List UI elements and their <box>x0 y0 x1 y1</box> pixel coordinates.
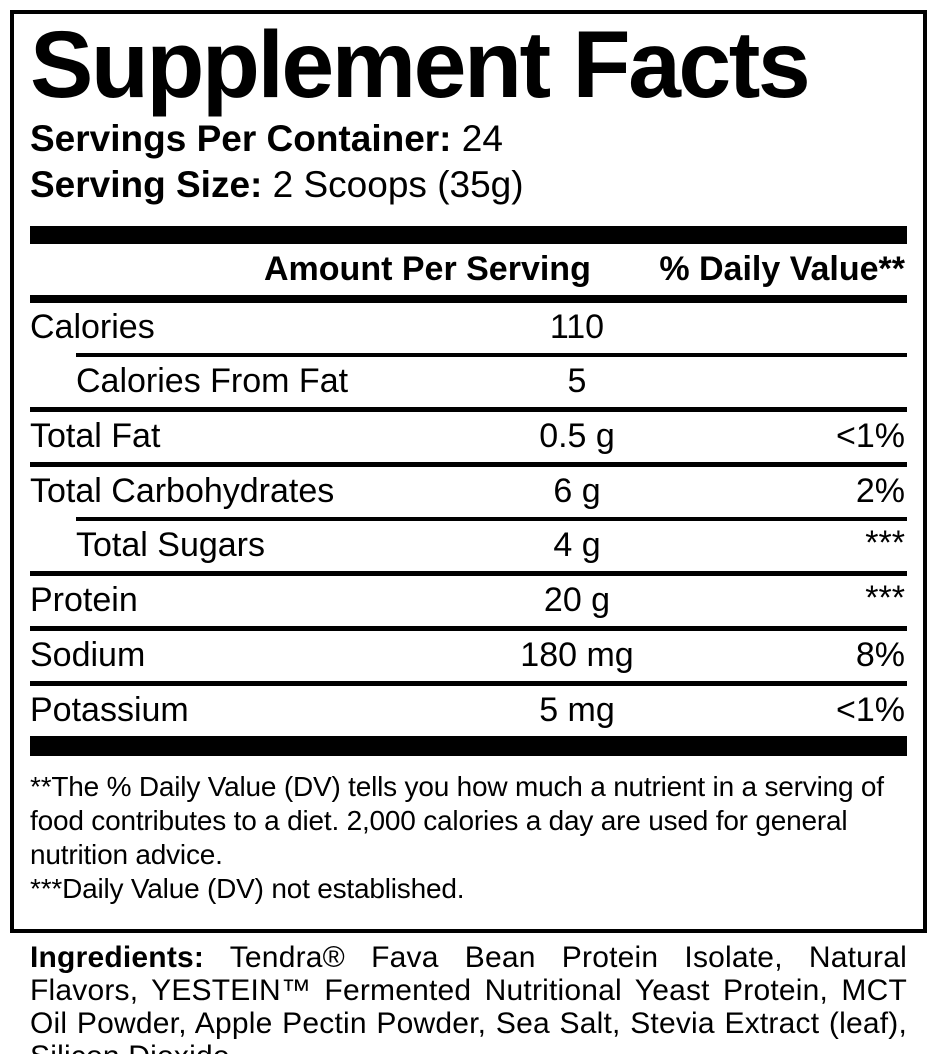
nutrient-daily-value: 2% <box>855 472 905 511</box>
sub-row-divider <box>76 516 907 521</box>
thick-divider-bar-top <box>30 225 907 244</box>
nutrient-amount: 110 <box>549 308 605 347</box>
nutrient-name: Protein <box>30 581 138 620</box>
table-row-calories: Calories 110 <box>30 303 907 353</box>
row-divider <box>30 406 907 412</box>
row-divider <box>30 625 907 631</box>
serving-size-value: 2 Scoops (35g) <box>272 163 524 205</box>
nutrient-name: Calories <box>30 308 155 347</box>
nutrient-daily-value: <1% <box>836 417 905 456</box>
supplement-facts-panel: Supplement Facts Servings Per Container:… <box>10 10 927 933</box>
footnotes: **The % Daily Value (DV) tells you how m… <box>30 770 907 906</box>
table-row-potassium: Potassium 5 mg <1% <box>30 686 907 736</box>
table-row-protein: Protein 20 g *** <box>30 576 907 626</box>
nutrient-amount: 0.5 g <box>539 417 615 456</box>
row-divider <box>30 570 907 576</box>
nutrient-amount: 4 g <box>553 526 601 565</box>
row-divider <box>30 680 907 686</box>
nutrient-amount: 180 mg <box>520 636 634 675</box>
nutrient-amount: 6 g <box>553 472 601 511</box>
table-row-total-sugars: Total Sugars 4 g *** <box>30 521 907 571</box>
servings-per-container-value: 24 <box>461 117 503 159</box>
nutrient-daily-value: *** <box>865 523 905 562</box>
nutrient-amount: 5 <box>567 362 587 401</box>
nutrient-amount: 5 mg <box>539 691 615 730</box>
table-row-total-fat: Total Fat 0.5 g <1% <box>30 412 907 462</box>
ingredients-list: Tendra® Fava Bean Protein Isolate, Natur… <box>30 941 907 1054</box>
nutrient-daily-value: 8% <box>855 636 905 675</box>
header-divider <box>30 294 907 303</box>
servings-per-container: Servings Per Container: 24 <box>30 116 907 162</box>
table-row-total-carbohydrates: Total Carbohydrates 6 g 2% <box>30 467 907 517</box>
ingredients-paragraph: Ingredients: Tendra® Fava Bean Protein I… <box>30 941 907 1054</box>
nutrient-name: Sodium <box>30 636 146 675</box>
nutrient-daily-value: *** <box>865 578 905 617</box>
not-established-footnote: ***Daily Value (DV) not established. <box>30 872 465 904</box>
daily-value-footnote: **The % Daily Value (DV) tells you how m… <box>30 770 884 870</box>
nutrient-name: Total Sugars <box>76 526 265 565</box>
nutrient-name: Calories From Fat <box>76 362 349 401</box>
table-row-sodium: Sodium 180 mg 8% <box>30 631 907 681</box>
serving-size-label: Serving Size: <box>30 163 263 205</box>
nutrient-daily-value: <1% <box>836 691 905 730</box>
row-divider <box>30 461 907 467</box>
column-header-amount: Amount Per Serving <box>264 249 591 288</box>
column-header-daily-value: % Daily Value** <box>659 249 905 288</box>
table-row-calories-from-fat: Calories From Fat 5 <box>30 357 907 407</box>
nutrient-name: Total Carbohydrates <box>30 472 335 511</box>
thick-divider-bar-bottom <box>30 735 907 756</box>
nutrient-name: Total Fat <box>30 417 161 456</box>
ingredients-label: Ingredients: <box>30 941 205 974</box>
nutrient-name: Potassium <box>30 691 189 730</box>
page-title: Supplement Facts <box>30 12 811 118</box>
nutrient-amount: 20 g <box>543 581 611 620</box>
sub-row-divider <box>76 352 907 357</box>
table-header-row: Amount Per Serving % Daily Value** <box>30 244 907 295</box>
serving-size: Serving Size: 2 Scoops (35g) <box>30 162 907 208</box>
servings-per-container-label: Servings Per Container: <box>30 117 452 159</box>
